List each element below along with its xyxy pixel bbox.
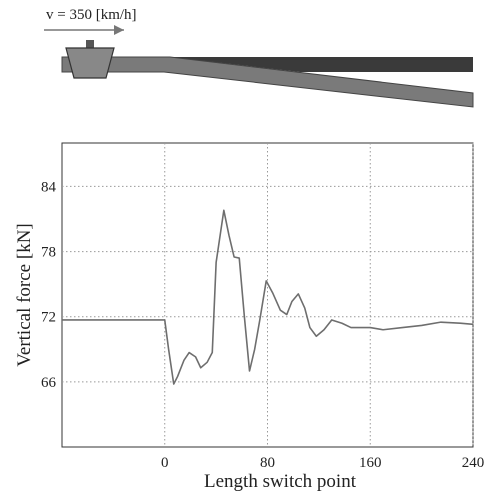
- main-rail: [170, 57, 473, 72]
- arrow-head: [114, 25, 124, 35]
- x-tick-label: 0: [161, 455, 169, 471]
- wheel: [65, 47, 115, 79]
- y-tick-label: 72: [41, 310, 56, 326]
- x-tick-label: 240: [462, 455, 485, 471]
- speed-label: v = 350 [km/h]: [46, 7, 137, 23]
- wheel-top: [86, 40, 94, 48]
- y-axis-label: Vertical force [kN]: [14, 223, 35, 366]
- switch-rail: [61, 56, 474, 108]
- x-tick-label: 80: [260, 455, 275, 471]
- y-tick-label: 78: [41, 245, 56, 261]
- y-tick-label: 66: [41, 375, 57, 391]
- y-tick-label: 84: [41, 179, 57, 195]
- x-tick-label: 160: [359, 455, 382, 471]
- data-line: [62, 209, 474, 385]
- x-axis-label: Length switch point: [204, 471, 357, 492]
- switch-diagram: v = 350 [km/h]: [44, 7, 474, 108]
